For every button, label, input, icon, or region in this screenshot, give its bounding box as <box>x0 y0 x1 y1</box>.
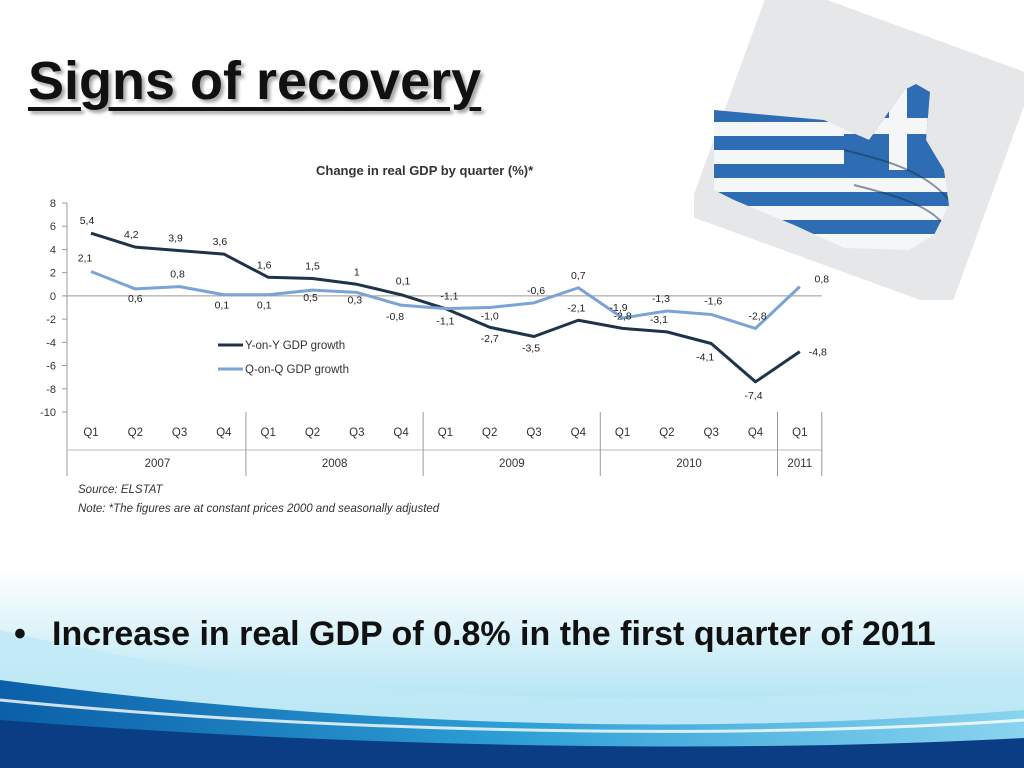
x-tick-label: Q3 <box>526 427 541 439</box>
year-label: 2007 <box>145 458 171 470</box>
y-tick-label: 2 <box>50 268 56 280</box>
qoq-data-label: -1,3 <box>652 293 670 305</box>
yoy-data-label: 0,1 <box>396 276 411 288</box>
y-tick-label: 6 <box>50 221 56 233</box>
qoq-data-label: 0,7 <box>571 270 586 282</box>
qoq-data-label: 0,5 <box>303 292 318 304</box>
bullet-dot: • <box>14 615 26 653</box>
x-tick-label: Q4 <box>393 427 409 439</box>
yoy-data-label: 5,4 <box>80 215 95 227</box>
bullet-text: Increase in real GDP of 0.8% in the firs… <box>52 615 936 653</box>
year-label: 2011 <box>787 458 812 470</box>
chart-source: Source: ELSTAT <box>78 484 163 496</box>
x-tick-label: Q1 <box>615 427 630 439</box>
qoq-data-label: 0,6 <box>128 293 143 305</box>
yoy-data-label: 1,5 <box>305 260 320 272</box>
yoy-data-label: -2,8 <box>614 310 632 322</box>
yoy-data-label: -2,1 <box>567 302 585 314</box>
qoq-data-label: 0,8 <box>170 269 185 281</box>
x-tick-label: Q4 <box>216 427 232 439</box>
legend-label: Q-on-Q GDP growth <box>245 364 349 376</box>
yoy-data-label: -2,7 <box>481 333 499 345</box>
qoq-data-label: -1,1 <box>436 316 454 328</box>
bullet-item: • Increase in real GDP of 0.8% in the fi… <box>14 612 1014 656</box>
greek-flag-thumbs-up-photo <box>694 0 1024 300</box>
x-tick-label: Q3 <box>172 427 187 439</box>
qoq-data-label: -1,0 <box>481 311 499 323</box>
y-tick-label: 0 <box>50 291 56 303</box>
yoy-data-label: 3,9 <box>168 233 183 245</box>
legend-label: Y-on-Y GDP growth <box>245 340 345 352</box>
x-tick-label: Q2 <box>305 427 320 439</box>
x-tick-label: Q2 <box>128 427 143 439</box>
yoy-data-label: -1,1 <box>440 291 458 303</box>
x-tick-label: Q3 <box>704 427 719 439</box>
y-tick-label: -2 <box>46 314 56 326</box>
x-tick-label: Q3 <box>349 427 364 439</box>
yoy-data-label: -4,8 <box>809 347 827 359</box>
x-tick-label: Q4 <box>748 427 764 439</box>
x-tick-label: Q1 <box>438 427 453 439</box>
y-tick-label: -8 <box>46 384 56 396</box>
yoy-data-label: 1,6 <box>257 259 272 271</box>
qoq-data-label: 0,3 <box>347 294 362 306</box>
yoy-data-label: 1 <box>354 266 360 278</box>
year-label: 2010 <box>676 458 702 470</box>
qoq-data-label: 0,8 <box>814 274 829 286</box>
gdp-line-chart: 8 6 4 2 0 -2 -4 -6 -8 -10 Q1 Q2 Q3 Q4 Q1 Q2 Q3 Q4 Q1 Q2 Q3 Q4… <box>40 198 829 476</box>
yoy-data-label: -7,4 <box>744 390 762 402</box>
y-tick-label: -4 <box>46 337 56 349</box>
yoy-data-label: -4,1 <box>696 351 714 363</box>
x-tick-label: Q2 <box>482 427 497 439</box>
qoq-data-label: -2,8 <box>748 310 766 322</box>
qoq-data-label: 0,1 <box>215 300 230 312</box>
qoq-data-label: 0,1 <box>257 300 272 312</box>
background-wave-decoration <box>0 570 1024 768</box>
chart-title: Change in real GDP by quarter (%)* <box>316 163 534 178</box>
qoq-data-label: -1,9 <box>610 302 628 314</box>
qoq-data-label: 2,1 <box>78 253 93 265</box>
chart-note: Note: *The figures are at constant price… <box>78 503 440 515</box>
x-tick-label: Q1 <box>83 427 98 439</box>
y-tick-label: 8 <box>50 198 56 210</box>
yoy-data-label: -3,5 <box>522 343 540 355</box>
x-tick-label: Q1 <box>261 427 276 439</box>
qoq-series-line <box>90 270 801 330</box>
year-label: 2009 <box>499 458 525 470</box>
x-tick-label: Q4 <box>571 427 587 439</box>
x-tick-label: Q2 <box>659 427 674 439</box>
year-label: 2008 <box>322 458 348 470</box>
x-tick-label: Q1 <box>792 427 807 439</box>
y-tick-label: -6 <box>46 361 56 373</box>
qoq-data-label: -0,8 <box>386 311 404 323</box>
qoq-data-label: -1,6 <box>704 295 722 307</box>
y-tick-label: -10 <box>40 407 56 419</box>
qoq-data-label: -0,6 <box>527 285 545 297</box>
yoy-data-label: 4,2 <box>124 229 139 241</box>
yoy-data-label: 3,6 <box>213 236 228 248</box>
slide-title: Signs of recovery <box>28 51 482 111</box>
y-tick-label: 4 <box>50 244 56 256</box>
yoy-data-label: -3,1 <box>650 314 668 326</box>
